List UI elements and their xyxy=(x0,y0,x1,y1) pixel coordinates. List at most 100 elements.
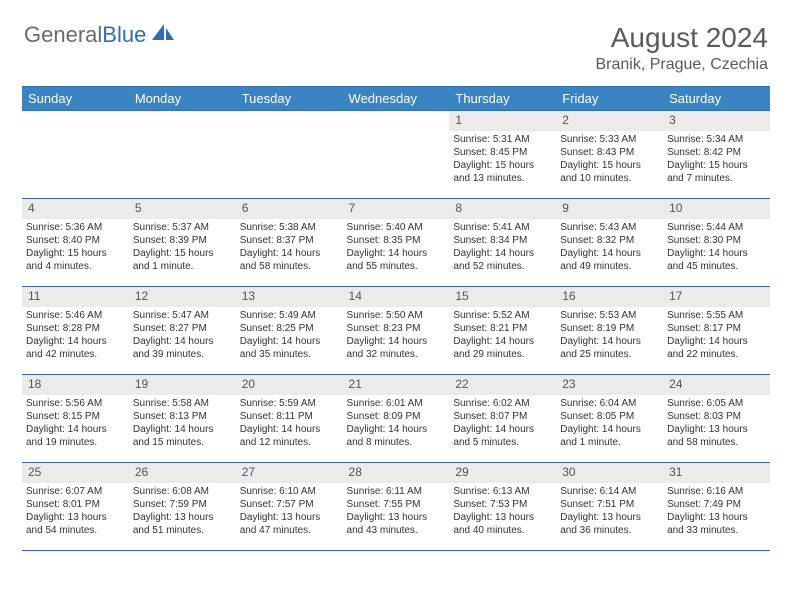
weekday-header: Wednesday xyxy=(343,87,450,111)
day-details: Sunrise: 6:11 AMSunset: 7:55 PMDaylight:… xyxy=(343,483,450,541)
calendar-day-cell: 6Sunrise: 5:38 AMSunset: 8:37 PMDaylight… xyxy=(236,199,343,287)
day-number: 15 xyxy=(449,287,556,307)
day-number: 31 xyxy=(663,463,770,483)
day-details: Sunrise: 5:44 AMSunset: 8:30 PMDaylight:… xyxy=(663,219,770,277)
day-number: 7 xyxy=(343,199,450,219)
logo-text-gray: General xyxy=(24,22,102,48)
day-number: 27 xyxy=(236,463,343,483)
calendar-day-cell: 12Sunrise: 5:47 AMSunset: 8:27 PMDayligh… xyxy=(129,287,236,375)
calendar-day-cell: 29Sunrise: 6:13 AMSunset: 7:53 PMDayligh… xyxy=(449,463,556,551)
calendar-day-cell: 28Sunrise: 6:11 AMSunset: 7:55 PMDayligh… xyxy=(343,463,450,551)
weekday-header: Tuesday xyxy=(236,87,343,111)
day-number: 22 xyxy=(449,375,556,395)
calendar-day-cell: . xyxy=(22,111,129,199)
day-details: Sunrise: 5:46 AMSunset: 8:28 PMDaylight:… xyxy=(22,307,129,365)
day-number: 16 xyxy=(556,287,663,307)
day-number: 17 xyxy=(663,287,770,307)
calendar-day-cell: 18Sunrise: 5:56 AMSunset: 8:15 PMDayligh… xyxy=(22,375,129,463)
day-number: 5 xyxy=(129,199,236,219)
calendar-day-cell: 4Sunrise: 5:36 AMSunset: 8:40 PMDaylight… xyxy=(22,199,129,287)
calendar-week-row: 18Sunrise: 5:56 AMSunset: 8:15 PMDayligh… xyxy=(22,375,770,463)
day-number: 23 xyxy=(556,375,663,395)
day-number: 25 xyxy=(22,463,129,483)
weekday-header: Sunday xyxy=(22,87,129,111)
day-details: Sunrise: 5:40 AMSunset: 8:35 PMDaylight:… xyxy=(343,219,450,277)
calendar-day-cell: 30Sunrise: 6:14 AMSunset: 7:51 PMDayligh… xyxy=(556,463,663,551)
page-header: GeneralBlue August 2024 Branik, Prague, … xyxy=(0,0,792,82)
day-details: Sunrise: 5:59 AMSunset: 8:11 PMDaylight:… xyxy=(236,395,343,453)
weekday-header: Friday xyxy=(556,87,663,111)
day-details: Sunrise: 6:13 AMSunset: 7:53 PMDaylight:… xyxy=(449,483,556,541)
day-number: 9 xyxy=(556,199,663,219)
day-number: 21 xyxy=(343,375,450,395)
day-number: 8 xyxy=(449,199,556,219)
calendar-day-cell: 3Sunrise: 5:34 AMSunset: 8:42 PMDaylight… xyxy=(663,111,770,199)
calendar-day-cell: 13Sunrise: 5:49 AMSunset: 8:25 PMDayligh… xyxy=(236,287,343,375)
calendar-day-cell: 23Sunrise: 6:04 AMSunset: 8:05 PMDayligh… xyxy=(556,375,663,463)
day-details: Sunrise: 5:47 AMSunset: 8:27 PMDaylight:… xyxy=(129,307,236,365)
day-number: 29 xyxy=(449,463,556,483)
logo-text-blue: Blue xyxy=(102,22,146,48)
day-details: Sunrise: 5:49 AMSunset: 8:25 PMDaylight:… xyxy=(236,307,343,365)
calendar-week-row: 25Sunrise: 6:07 AMSunset: 8:01 PMDayligh… xyxy=(22,463,770,551)
day-details: Sunrise: 5:34 AMSunset: 8:42 PMDaylight:… xyxy=(663,131,770,189)
day-details: Sunrise: 6:10 AMSunset: 7:57 PMDaylight:… xyxy=(236,483,343,541)
calendar-day-cell: . xyxy=(343,111,450,199)
day-number: 4 xyxy=(22,199,129,219)
calendar-day-cell: 26Sunrise: 6:08 AMSunset: 7:59 PMDayligh… xyxy=(129,463,236,551)
day-details: Sunrise: 6:02 AMSunset: 8:07 PMDaylight:… xyxy=(449,395,556,453)
day-details: Sunrise: 6:05 AMSunset: 8:03 PMDaylight:… xyxy=(663,395,770,453)
month-title: August 2024 xyxy=(595,22,768,54)
calendar-day-cell: 14Sunrise: 5:50 AMSunset: 8:23 PMDayligh… xyxy=(343,287,450,375)
day-details: Sunrise: 6:04 AMSunset: 8:05 PMDaylight:… xyxy=(556,395,663,453)
day-details: Sunrise: 6:08 AMSunset: 7:59 PMDaylight:… xyxy=(129,483,236,541)
day-number: 20 xyxy=(236,375,343,395)
day-details: Sunrise: 6:14 AMSunset: 7:51 PMDaylight:… xyxy=(556,483,663,541)
day-number: 24 xyxy=(663,375,770,395)
day-details: Sunrise: 5:36 AMSunset: 8:40 PMDaylight:… xyxy=(22,219,129,277)
calendar-week-row: 4Sunrise: 5:36 AMSunset: 8:40 PMDaylight… xyxy=(22,199,770,287)
calendar-day-cell: 21Sunrise: 6:01 AMSunset: 8:09 PMDayligh… xyxy=(343,375,450,463)
title-block: August 2024 Branik, Prague, Czechia xyxy=(595,22,768,74)
calendar-day-cell: . xyxy=(236,111,343,199)
day-number: 13 xyxy=(236,287,343,307)
day-details: Sunrise: 6:16 AMSunset: 7:49 PMDaylight:… xyxy=(663,483,770,541)
day-number: 1 xyxy=(449,111,556,131)
day-details: Sunrise: 5:37 AMSunset: 8:39 PMDaylight:… xyxy=(129,219,236,277)
logo-sail-icon xyxy=(150,22,176,48)
calendar-day-cell: 15Sunrise: 5:52 AMSunset: 8:21 PMDayligh… xyxy=(449,287,556,375)
weekday-header: Thursday xyxy=(449,87,556,111)
calendar-day-cell: 7Sunrise: 5:40 AMSunset: 8:35 PMDaylight… xyxy=(343,199,450,287)
calendar-table: SundayMondayTuesdayWednesdayThursdayFrid… xyxy=(22,86,770,551)
day-details: Sunrise: 5:55 AMSunset: 8:17 PMDaylight:… xyxy=(663,307,770,365)
day-number: 19 xyxy=(129,375,236,395)
day-number: 14 xyxy=(343,287,450,307)
weekday-header: Saturday xyxy=(663,87,770,111)
day-details: Sunrise: 5:43 AMSunset: 8:32 PMDaylight:… xyxy=(556,219,663,277)
day-details: Sunrise: 5:53 AMSunset: 8:19 PMDaylight:… xyxy=(556,307,663,365)
calendar-day-cell: 17Sunrise: 5:55 AMSunset: 8:17 PMDayligh… xyxy=(663,287,770,375)
day-details: Sunrise: 5:52 AMSunset: 8:21 PMDaylight:… xyxy=(449,307,556,365)
calendar-day-cell: 10Sunrise: 5:44 AMSunset: 8:30 PMDayligh… xyxy=(663,199,770,287)
day-details: Sunrise: 5:41 AMSunset: 8:34 PMDaylight:… xyxy=(449,219,556,277)
calendar-day-cell: 22Sunrise: 6:02 AMSunset: 8:07 PMDayligh… xyxy=(449,375,556,463)
calendar-day-cell: 27Sunrise: 6:10 AMSunset: 7:57 PMDayligh… xyxy=(236,463,343,551)
day-number: 12 xyxy=(129,287,236,307)
location-text: Branik, Prague, Czechia xyxy=(595,56,768,74)
calendar-day-cell: 8Sunrise: 5:41 AMSunset: 8:34 PMDaylight… xyxy=(449,199,556,287)
calendar-day-cell: 19Sunrise: 5:58 AMSunset: 8:13 PMDayligh… xyxy=(129,375,236,463)
day-number: 3 xyxy=(663,111,770,131)
day-details: Sunrise: 6:07 AMSunset: 8:01 PMDaylight:… xyxy=(22,483,129,541)
calendar-day-cell: 2Sunrise: 5:33 AMSunset: 8:43 PMDaylight… xyxy=(556,111,663,199)
weekday-header: Monday xyxy=(129,87,236,111)
weekday-header-row: SundayMondayTuesdayWednesdayThursdayFrid… xyxy=(22,87,770,111)
day-number: 28 xyxy=(343,463,450,483)
calendar-day-cell: 11Sunrise: 5:46 AMSunset: 8:28 PMDayligh… xyxy=(22,287,129,375)
day-number: 30 xyxy=(556,463,663,483)
calendar-day-cell: 25Sunrise: 6:07 AMSunset: 8:01 PMDayligh… xyxy=(22,463,129,551)
day-number: 2 xyxy=(556,111,663,131)
calendar-body: ....1Sunrise: 5:31 AMSunset: 8:45 PMDayl… xyxy=(22,111,770,551)
day-number: 10 xyxy=(663,199,770,219)
day-number: 26 xyxy=(129,463,236,483)
calendar-day-cell: 5Sunrise: 5:37 AMSunset: 8:39 PMDaylight… xyxy=(129,199,236,287)
